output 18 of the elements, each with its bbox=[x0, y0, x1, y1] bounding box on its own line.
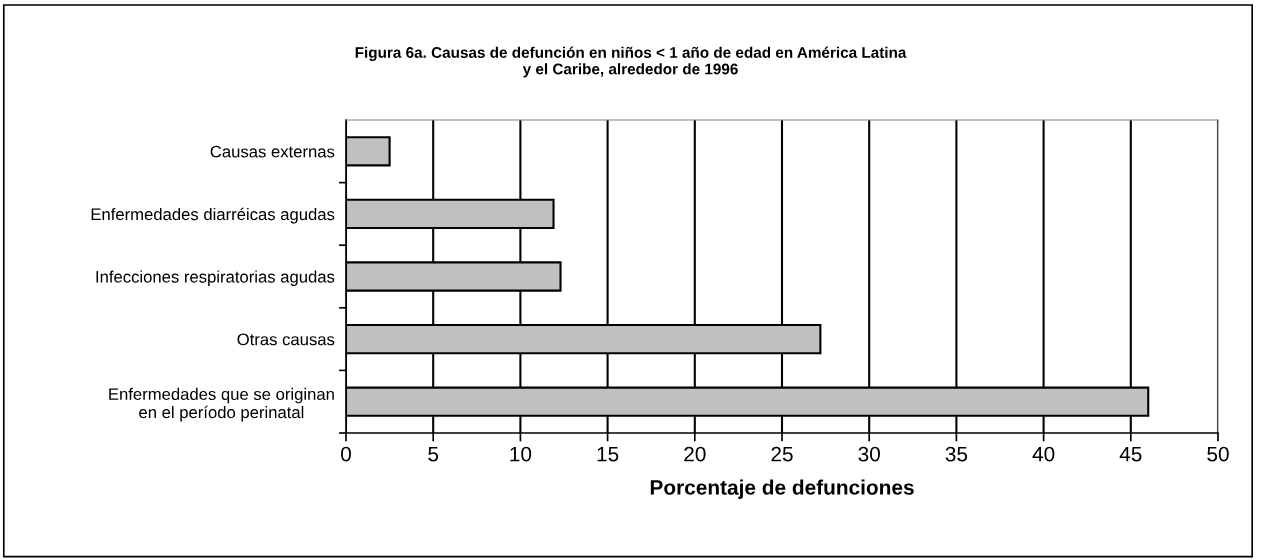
x-tick-label: 35 bbox=[945, 446, 968, 462]
x-tick-label: 30 bbox=[858, 446, 880, 462]
x-tick-label: 45 bbox=[1119, 446, 1142, 462]
x-tick-label: 50 bbox=[1207, 446, 1229, 462]
y-tick-label: Causas externas bbox=[210, 145, 335, 158]
y-tick-label: Enfermedades que se originan en el período perinatal bbox=[109, 387, 334, 422]
chart-title: Figura 6a. Causas de defunción en niños < 1 año de edad en América Latina y el Caribe, alrededor de 1996 bbox=[355, 46, 907, 78]
x-axis-title: Porcentaje de defunciones bbox=[650, 479, 914, 499]
y-tick-label: Infecciones respiratorias agudas bbox=[96, 270, 335, 286]
y-tick-label: Enfermedades diarréicas agudas bbox=[91, 207, 335, 224]
x-tick-label: 0 bbox=[341, 446, 351, 462]
x-tick-label: 20 bbox=[684, 446, 706, 462]
x-tick-label: 5 bbox=[428, 446, 439, 462]
x-tick-label: 40 bbox=[1032, 446, 1055, 462]
x-tick-label: 15 bbox=[597, 446, 619, 462]
x-tick-label: 10 bbox=[510, 446, 532, 462]
y-tick-label: Otras causas bbox=[237, 333, 335, 346]
x-tick-label: 25 bbox=[771, 446, 793, 462]
